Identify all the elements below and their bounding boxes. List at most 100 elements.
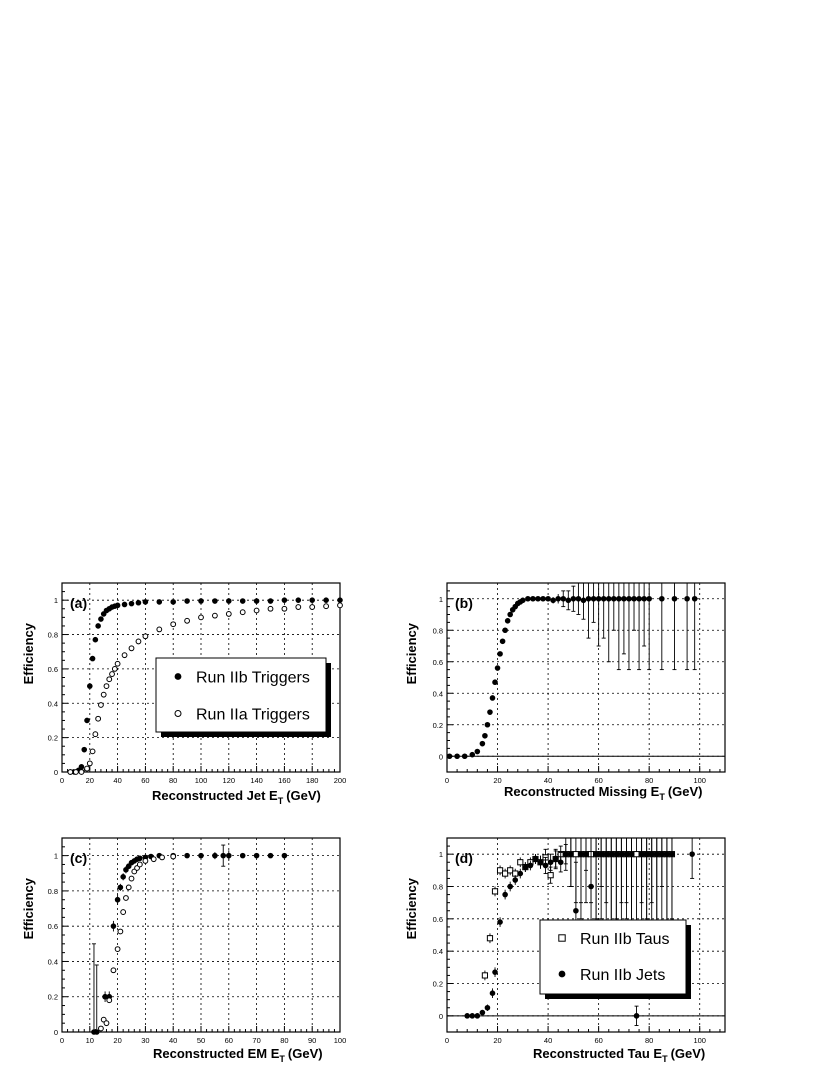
panel-4-xtick-label: 40 — [544, 1036, 552, 1045]
panel-2-ytick-label: 0.2 — [433, 721, 443, 730]
panel-2-point — [535, 595, 541, 602]
panel-3-xtick-label: 30 — [141, 1036, 149, 1045]
panel-2-point — [575, 595, 582, 602]
panel-2-point — [570, 595, 577, 602]
panel-1-point — [142, 599, 149, 605]
panel-2-point — [580, 597, 587, 604]
panel-3-xlabel: Reconstructed EM ET (GeV) — [153, 1046, 323, 1064]
panel-4-point — [562, 851, 569, 857]
panel-1-ytick-label: 0.8 — [48, 631, 58, 640]
panel-2-point — [482, 732, 488, 739]
panel-3-point — [110, 967, 117, 974]
panel-1-ytick-label: 0 — [54, 768, 58, 777]
panel-4-panel-label: (d) — [455, 850, 473, 866]
panel-2-xtick-label: 60 — [594, 776, 602, 785]
panel-3-xtick-label: 90 — [308, 1036, 316, 1045]
panel-1-point — [81, 746, 88, 753]
panel-3-point — [226, 852, 232, 859]
panel-2-point — [507, 611, 513, 618]
panel-4-xtick-label: 0 — [445, 1036, 449, 1045]
panel-1-xtick-label: 120 — [223, 776, 236, 785]
panel-3-series-1 — [91, 844, 288, 1035]
panel-2-point — [610, 595, 617, 602]
panel-2-point — [605, 595, 612, 602]
panel-1-series-1 — [67, 597, 343, 775]
panel-1-point — [89, 655, 96, 662]
panel-2-series-1 — [446, 582, 698, 760]
panel-4-point — [557, 859, 564, 866]
panel-3-ytick-label: 0.4 — [48, 957, 58, 966]
panel-4-ytick-label: 0.4 — [433, 947, 443, 956]
panel-4-point — [593, 851, 599, 857]
panel-2-point — [585, 595, 592, 602]
panel-3-point — [123, 866, 129, 873]
panel-2-point — [497, 651, 503, 657]
panel-1-point — [253, 598, 260, 604]
panel-2-point — [636, 595, 642, 602]
panel-4-point — [578, 851, 584, 857]
panel-3-point — [212, 852, 218, 859]
panel-3-panel-label: (c) — [70, 850, 87, 866]
panel-4-legend-marker — [558, 934, 566, 942]
panel-2-xtick-label: 0 — [445, 776, 449, 785]
panel-4-point — [659, 851, 665, 857]
panel-2-point — [461, 753, 468, 760]
panel-2-point — [474, 748, 481, 755]
panel-4-point — [491, 888, 499, 895]
panel-2-point — [550, 597, 556, 604]
panel-4-point — [481, 972, 489, 979]
panel-1-point — [323, 597, 329, 603]
panel-2-point — [616, 595, 622, 602]
panel-1-xlabel: Reconstructed Jet ET (GeV) — [152, 788, 321, 806]
panel-2-point — [446, 753, 453, 760]
panel-1-point — [103, 683, 110, 689]
panel-1-point — [156, 626, 163, 633]
panel-1-point — [142, 633, 149, 640]
panel-2-point — [530, 595, 536, 602]
panel-1-point — [135, 599, 142, 606]
panel-1-point — [295, 597, 302, 603]
panel-1-legend-label: Run IIa Triggers — [196, 707, 310, 724]
panel-4-xtick-label: 60 — [594, 1036, 602, 1045]
panel-2-xlabel: Reconstructed Missing ET (GeV) — [504, 784, 702, 802]
panel-2-ytick-label: 0.4 — [433, 689, 443, 698]
panel-3-point — [239, 852, 246, 859]
panel-1-point — [121, 652, 128, 659]
panel-4-legend-marker — [558, 970, 566, 978]
panel-1-point — [89, 748, 96, 755]
panel-1-xtick-label: 200 — [334, 776, 347, 785]
panel-1-point — [323, 603, 330, 610]
panel-1-point — [128, 645, 135, 652]
panel-4-point — [669, 851, 675, 857]
panel-4-point — [479, 1009, 486, 1016]
panel-1-point — [309, 597, 316, 603]
panel-4-legend-label: Run IIb Taus — [580, 931, 670, 948]
panel-1-point — [156, 599, 163, 605]
panel-3-point — [150, 856, 157, 863]
panel-1-point — [92, 636, 99, 643]
panel-3-point — [220, 852, 227, 859]
panel-1: 0 20 40 60 80 100 120 140 160 180 200 0 0.2 0.4 0.6 0.8… — [21, 582, 347, 806]
panel-3-xtick-label: 10 — [86, 1036, 94, 1045]
panel-1-point — [309, 604, 316, 610]
panel-2-point — [621, 595, 627, 602]
panel-4-point — [507, 883, 513, 890]
panel-1-series-2 — [67, 602, 343, 775]
panel-4-xlabel: Reconstructed Tau ET (GeV) — [533, 1046, 705, 1064]
panel-4: 0 20 40 60 80 100 0 0.2 0.4 0.6 0.8 1 Efficiency Reco… — [404, 837, 726, 1064]
panel-1-point — [111, 666, 118, 672]
panel-2-point — [469, 751, 476, 758]
panel-3-ytick-label: 0.6 — [48, 922, 58, 931]
panel-4-ytick-label: 0 — [439, 1012, 443, 1021]
panel-1-point — [281, 597, 288, 603]
panel-1-point — [128, 600, 135, 607]
panel-1-legend-marker — [174, 673, 182, 680]
panel-4-point — [638, 851, 645, 857]
panel-4-xtick-label: 20 — [493, 1036, 501, 1045]
panel-2-point — [671, 595, 678, 602]
panel-3-point — [142, 858, 149, 864]
panel-1-legend-label: Run IIb Triggers — [196, 670, 310, 687]
panel-2-point — [479, 740, 486, 747]
panel-2-point — [565, 597, 572, 604]
